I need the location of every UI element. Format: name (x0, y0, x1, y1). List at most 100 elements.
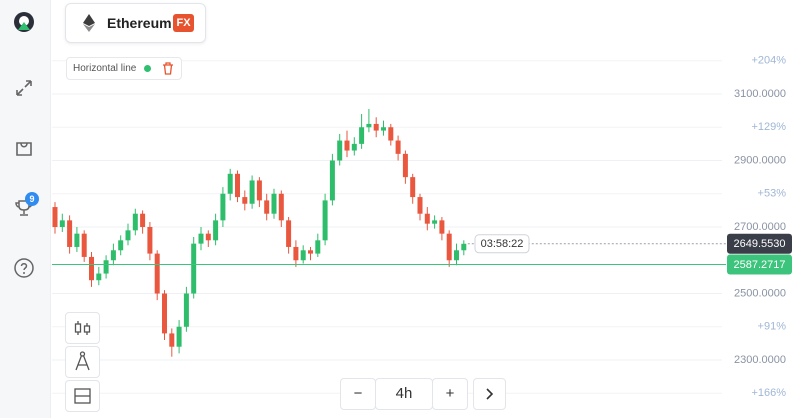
y2-tick-label: +204% (751, 55, 786, 67)
candle-body (381, 127, 386, 131)
candle-body (67, 220, 73, 247)
candle-body (402, 153, 408, 178)
candle-body (132, 213, 138, 231)
candle-body (461, 243, 467, 251)
candle-body (359, 127, 365, 144)
asset-name: Ethereum (107, 15, 172, 31)
candles-tool[interactable] (65, 312, 100, 344)
zoom-out-button[interactable]: − (340, 378, 376, 410)
candle-body (322, 200, 328, 241)
y-tick-label: 2900.0000 (734, 154, 786, 166)
candle-body (227, 173, 233, 194)
candle-body (344, 140, 350, 151)
candle-body (81, 233, 87, 257)
candle-body (140, 213, 146, 228)
candle-body (125, 230, 131, 241)
horizontal-line-label: 2587.2717 (734, 259, 786, 271)
candle-body (147, 227, 153, 254)
candle-body (454, 250, 459, 261)
trade-icon[interactable] (13, 77, 35, 99)
candle-body (213, 220, 219, 241)
sidebar: 9 (0, 0, 51, 418)
candle-body (176, 326, 182, 347)
candle-body (293, 246, 299, 261)
candle-body (249, 180, 255, 204)
drawing-tool-label: Horizontal line (73, 63, 137, 74)
candle-body (118, 240, 124, 251)
candle-body (89, 256, 94, 281)
asset-badge: FX (173, 14, 194, 32)
next-button[interactable] (473, 378, 506, 410)
zoom-in-button[interactable]: + (432, 378, 468, 410)
drawing-tool-tag[interactable]: Horizontal line (66, 57, 182, 80)
candle-body (162, 293, 167, 334)
market-icon[interactable] (13, 137, 35, 159)
candle-body (278, 193, 284, 221)
candle-body (424, 213, 430, 224)
candle-body (417, 197, 423, 214)
y-tick-label: 2700.0000 (734, 221, 786, 233)
candle-body (308, 250, 313, 254)
candle-body (351, 143, 357, 151)
candle-body (242, 197, 248, 204)
asset-selector[interactable]: Ethereum FX (65, 3, 206, 43)
candle-body (395, 140, 401, 154)
timer-bg (474, 234, 530, 254)
y-tick-label: 2500.0000 (734, 287, 786, 299)
logo[interactable] (13, 11, 35, 33)
candle-body (300, 250, 306, 261)
candle-body (366, 123, 372, 128)
candle-body (446, 233, 452, 261)
drawing-tool[interactable] (65, 346, 100, 378)
candle-body (439, 220, 445, 234)
candle-body (183, 293, 189, 327)
candle-body (337, 140, 343, 161)
candle-body (191, 243, 197, 294)
candle-body (205, 233, 211, 241)
candle-body (110, 250, 116, 261)
candle-body (220, 193, 226, 221)
candle-body (154, 253, 160, 294)
candles-icon (74, 321, 91, 335)
current-price-label: 2649.5530 (734, 238, 786, 250)
candle-body (96, 273, 102, 281)
candle-timer: 03:58:22 (481, 238, 524, 250)
y2-tick-label: +91% (758, 321, 787, 333)
candle-body (256, 180, 262, 201)
candle-body (315, 240, 321, 254)
candle-body (264, 200, 270, 214)
compass-icon (75, 351, 90, 371)
candle-body (103, 260, 109, 274)
interval-button[interactable]: 4h (375, 378, 433, 410)
help-icon[interactable] (13, 257, 35, 279)
candle-body (286, 220, 292, 247)
y2-tick-label: +166% (751, 387, 786, 399)
tool-color-dot (144, 65, 151, 72)
y2-tick-label: +53% (758, 188, 787, 200)
layout-tool[interactable] (65, 380, 100, 412)
candle-body (59, 220, 65, 228)
candle-body (373, 123, 379, 131)
y2-tick-label: +129% (751, 121, 786, 133)
notification-badge: 9 (25, 192, 39, 206)
layout-icon (74, 388, 91, 404)
y-tick-label: 3100.0000 (734, 88, 786, 100)
candle-body (410, 177, 416, 198)
candle-body (74, 233, 80, 247)
candle-body (388, 127, 394, 141)
candle-body (329, 160, 335, 201)
candle-body (235, 173, 240, 198)
candle-body (271, 193, 277, 214)
y-tick-label: 2300.0000 (734, 354, 786, 366)
candle-body (432, 220, 438, 224)
candle-body (169, 333, 175, 347)
candle-body (198, 233, 204, 244)
chevron-icon (486, 388, 494, 400)
tournament-icon[interactable] (13, 197, 35, 219)
eth-icon (83, 14, 95, 32)
horizontal-line-label-bg (727, 254, 792, 275)
delete-icon[interactable] (162, 62, 174, 75)
current-price-label-bg (727, 233, 792, 254)
candle-body (52, 207, 58, 228)
